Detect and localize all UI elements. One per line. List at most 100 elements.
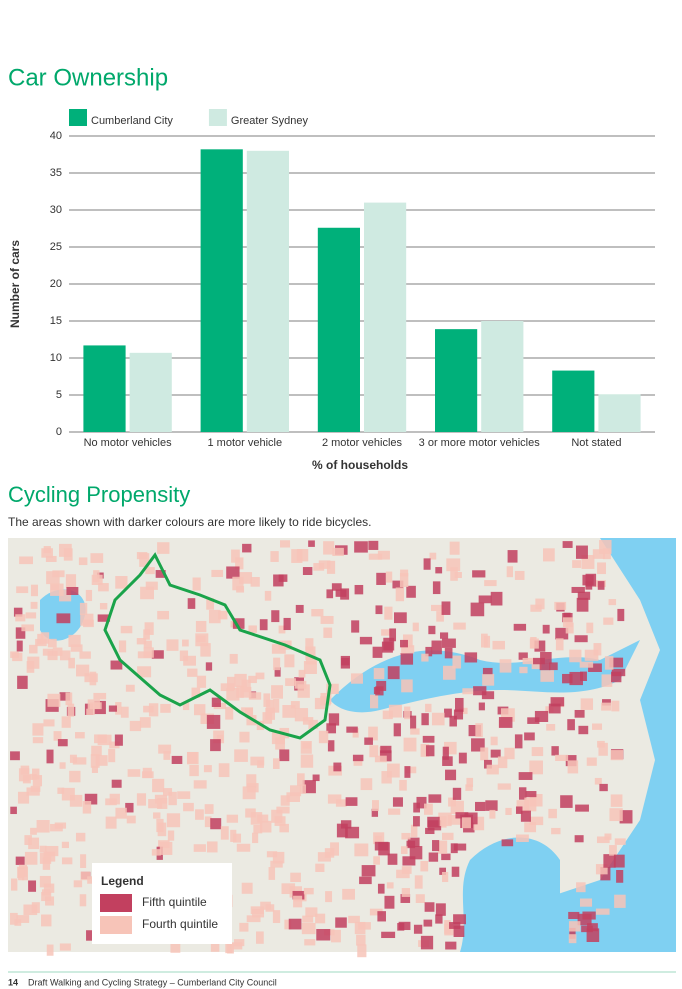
- map-cell: [370, 694, 379, 709]
- map-cell: [372, 646, 383, 658]
- map-cell: [449, 541, 460, 555]
- map-cell: [569, 649, 582, 663]
- map-cell: [86, 930, 95, 941]
- map-cell: [410, 824, 418, 838]
- map-cell: [519, 666, 528, 674]
- map-cell: [588, 663, 602, 673]
- map-cell: [250, 812, 263, 825]
- map-cell: [85, 589, 93, 602]
- map-cell: [272, 758, 280, 769]
- map-cell: [41, 889, 51, 896]
- map-cell: [26, 787, 40, 796]
- map-cell: [594, 777, 602, 785]
- map-cell: [567, 760, 579, 774]
- map-cell: [431, 604, 444, 612]
- map-cell: [423, 558, 431, 570]
- map-cell: [240, 686, 252, 698]
- map-cell: [354, 921, 366, 935]
- map-cell: [29, 644, 38, 654]
- map-cell: [441, 638, 456, 648]
- map-cell: [239, 731, 250, 743]
- map-cell: [294, 708, 309, 722]
- map-cell: [387, 763, 400, 778]
- map-cell: [375, 605, 383, 615]
- map-cell: [177, 791, 191, 799]
- map-cell: [388, 808, 401, 815]
- map-cell: [420, 935, 434, 950]
- map-cell: [376, 572, 386, 585]
- map-cell: [280, 795, 290, 806]
- map-cell: [409, 846, 423, 860]
- map-cell: [592, 723, 603, 730]
- bar: [83, 345, 126, 432]
- map-cell: [399, 779, 407, 791]
- map-cell: [609, 657, 624, 668]
- map-cell: [401, 645, 415, 654]
- map-cell: [413, 816, 420, 827]
- map-cell: [292, 890, 305, 900]
- map-cell: [597, 740, 605, 748]
- map-cell: [567, 719, 575, 731]
- map-cell: [204, 816, 212, 828]
- map-cell: [111, 779, 122, 788]
- map-cell: [428, 625, 436, 635]
- map-cell: [327, 740, 335, 752]
- map-cell: [205, 662, 213, 671]
- map-cell: [15, 614, 26, 622]
- map-cell: [278, 625, 286, 634]
- map-cell: [57, 787, 65, 794]
- map-cell: [576, 882, 586, 893]
- map-cell: [281, 883, 296, 895]
- map-cell: [265, 707, 275, 720]
- page-number: 14: [8, 977, 18, 987]
- map-cell: [271, 685, 284, 699]
- map-cell: [581, 925, 593, 933]
- map-cell: [316, 929, 331, 941]
- map-cell: [235, 557, 244, 570]
- map-cell: [584, 649, 599, 661]
- map-cell: [609, 845, 617, 856]
- section-title: Car Ownership: [8, 64, 168, 91]
- map-cell: [270, 860, 283, 868]
- map-cell: [442, 746, 449, 760]
- map-cell: [497, 783, 511, 790]
- map-cell: [59, 762, 66, 769]
- map: Legend Fifth quintile Fourth quintile: [8, 538, 676, 958]
- map-cell: [272, 910, 281, 924]
- map-cell: [19, 556, 33, 565]
- map-cell: [115, 702, 122, 715]
- lga-boundary: [103, 552, 332, 740]
- map-cell: [604, 833, 612, 840]
- map-cell: [257, 814, 269, 823]
- map-cell: [361, 865, 376, 877]
- map-cell: [302, 717, 314, 725]
- map-cell: [93, 692, 107, 700]
- map-cell: [449, 715, 457, 727]
- map-cell: [139, 717, 151, 728]
- map-cell: [520, 810, 531, 822]
- map-cell: [157, 798, 168, 809]
- map-cell: [429, 552, 437, 560]
- map-cell: [73, 880, 83, 888]
- map-cell: [87, 699, 100, 709]
- map-cell: [392, 797, 403, 807]
- y-tick-label: 40: [50, 130, 62, 142]
- map-cell: [399, 573, 409, 588]
- map-cell: [95, 755, 108, 766]
- map-cell: [381, 931, 396, 939]
- map-cell: [455, 812, 469, 819]
- map-cell: [284, 654, 295, 668]
- map-cell: [478, 595, 492, 604]
- map-cell: [529, 638, 539, 649]
- map-cell: [369, 745, 379, 758]
- map-cell: [239, 922, 249, 932]
- map-cell: [555, 754, 569, 762]
- x-tick-label: Not stated: [571, 437, 621, 449]
- map-cell: [179, 650, 189, 662]
- map-cell: [540, 652, 552, 664]
- map-cell: [305, 646, 316, 661]
- map-cell: [97, 734, 112, 746]
- map-cell: [143, 647, 154, 658]
- section-title: Cycling Propensity: [8, 482, 190, 507]
- map-cell: [47, 638, 57, 648]
